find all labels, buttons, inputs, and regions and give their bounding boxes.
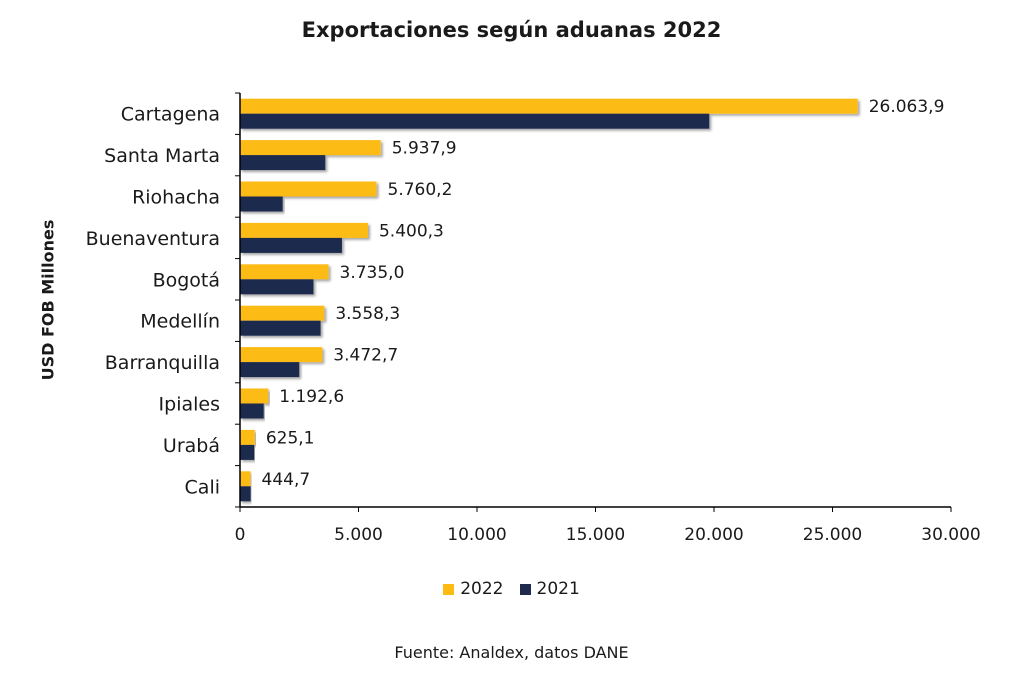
- legend-item-2021: 2021: [519, 579, 580, 599]
- bar-2022-cali: [240, 471, 251, 487]
- category-label-cali: Cali: [185, 476, 220, 498]
- bar-2022-buenaventura: [240, 222, 368, 238]
- x-tick-label-3: 15.000: [566, 525, 625, 545]
- data-label-cali: 444,7: [262, 470, 311, 490]
- bar-2021-barranquilla: [240, 362, 300, 378]
- legend-label-2022: 2022: [460, 579, 504, 599]
- bar-2022-riohacha: [240, 181, 377, 197]
- legend: 2022 2021: [0, 579, 1023, 599]
- x-tick-label-6: 30.000: [921, 525, 980, 545]
- x-tick-label-4: 20.000: [684, 525, 743, 545]
- bar-2022-urabá: [240, 429, 255, 445]
- bar-2021-ipiales: [240, 403, 264, 419]
- data-label-santa-marta: 5.937,9: [392, 139, 457, 159]
- bar-2021-riohacha: [240, 196, 283, 212]
- category-label-bogotá: Bogotá: [153, 269, 220, 291]
- bar-2021-cali: [240, 486, 251, 502]
- legend-item-2022: 2022: [443, 579, 504, 599]
- bar-2022-ipiales: [240, 388, 269, 404]
- bar-2021-medellín: [240, 320, 321, 336]
- bar-2022-bogotá: [240, 264, 329, 280]
- x-tick-label-0: 0: [235, 525, 246, 545]
- chart-title: Exportaciones según aduanas 2022: [301, 18, 722, 42]
- category-label-barranquilla: Barranquilla: [105, 352, 220, 374]
- category-label-medellín: Medellín: [140, 311, 220, 333]
- data-label-medellín: 3.558,3: [335, 304, 400, 324]
- category-label-riohacha: Riohacha: [132, 187, 220, 209]
- legend-label-2021: 2021: [536, 579, 580, 599]
- bar-2021-bogotá: [240, 279, 314, 295]
- category-label-ipiales: Ipiales: [159, 394, 220, 416]
- data-label-ipiales: 1.192,6: [279, 387, 344, 407]
- bar-2021-buenaventura: [240, 237, 342, 253]
- data-label-bogotá: 3.735,0: [340, 263, 405, 283]
- legend-swatch-2022: [443, 583, 455, 595]
- data-label-barranquilla: 3.472,7: [333, 346, 398, 366]
- bar-2022-barranquilla: [240, 347, 323, 363]
- bar-2021-urabá: [240, 444, 255, 460]
- x-tick-label-5: 25.000: [803, 525, 862, 545]
- category-label-urabá: Urabá: [163, 435, 220, 457]
- bar-2021-cartagena: [240, 113, 710, 129]
- bar-2022-medellín: [240, 305, 325, 321]
- category-label-buenaventura: Buenaventura: [86, 228, 220, 250]
- legend-swatch-2021: [519, 583, 531, 595]
- bar-2022-cartagena: [240, 98, 858, 114]
- source-note: Fuente: Analdex, datos DANE: [394, 643, 629, 662]
- data-label-cartagena: 26.063,9: [869, 97, 945, 117]
- x-tick-label-2: 10.000: [447, 525, 506, 545]
- bar-2021-santa-marta: [240, 155, 326, 171]
- data-label-riohacha: 5.760,2: [388, 180, 453, 200]
- category-label-cartagena: Cartagena: [121, 104, 220, 126]
- data-label-urabá: 625,1: [266, 428, 315, 448]
- x-tick-label-1: 5.000: [334, 525, 383, 545]
- bar-2022-santa-marta: [240, 140, 381, 156]
- data-label-buenaventura: 5.400,3: [379, 221, 444, 241]
- category-label-santa-marta: Santa Marta: [104, 145, 220, 167]
